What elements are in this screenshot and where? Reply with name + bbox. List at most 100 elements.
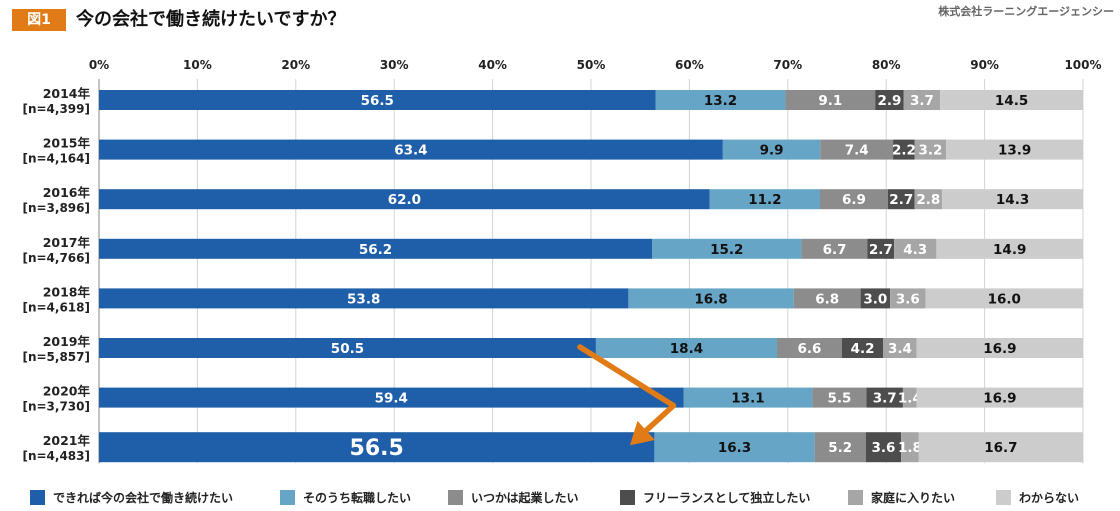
data-label: 6.8 [815, 291, 839, 307]
source-credit: 株式会社ラーニングエージェンシー [938, 5, 1114, 18]
bar-segment [901, 432, 919, 463]
data-label: 13.2 [704, 93, 737, 109]
category-year-label: 2015年 [43, 136, 91, 151]
category-n-label: [n=4,766] [22, 251, 90, 265]
legend-label: いつかは起業したい [471, 490, 579, 505]
bar-segment [99, 338, 596, 358]
category-year-label: 2016年 [43, 185, 91, 200]
x-tick-label: 100% [1064, 58, 1101, 72]
x-tick-label: 90% [970, 58, 999, 72]
category-n-label: [n=5,857] [22, 350, 90, 364]
data-label: 9.9 [760, 143, 784, 159]
data-label: 11.2 [748, 192, 781, 208]
category-year-label: 2019年 [43, 334, 91, 349]
stacked-bar-chart: 0% 10% 20% 30% 40% 50% 60% 70% 80% 90% 100%2014年[n… [22, 58, 1102, 464]
bar-segment [883, 338, 917, 358]
legend-item: そのうち転職したい [280, 487, 411, 507]
data-label: 6.9 [842, 192, 866, 208]
data-label: 1.8 [898, 440, 922, 456]
bar-segment [914, 189, 943, 210]
bar-segment [793, 288, 861, 309]
bar-segment [99, 189, 710, 210]
data-label: 5.5 [827, 391, 851, 407]
legend-item: できれば今の会社で働き続けたい [30, 487, 233, 507]
data-label: 6.6 [797, 341, 821, 357]
bar-segment [628, 288, 794, 309]
bar-segment [875, 90, 904, 110]
legend-item: 家庭に入りたい [848, 487, 955, 507]
legend-label: わからない [1019, 490, 1080, 505]
legend-item: わからない [996, 487, 1079, 507]
legend-label: できれば今の会社で働き続けたい [53, 490, 234, 505]
bar-segment [894, 238, 937, 259]
bar-segment [814, 432, 866, 463]
data-label: 3.7 [873, 391, 897, 407]
data-label: 16.8 [694, 291, 727, 307]
chart-title: 今の会社で働き続けたいですか？ [76, 9, 346, 30]
data-label: 2.7 [889, 192, 913, 208]
legend-label: 家庭に入りたい [871, 490, 956, 505]
category-n-label: [n=4,399] [22, 102, 90, 116]
bar-segment [942, 189, 1083, 210]
bar-segment [595, 338, 777, 358]
data-label: 13.1 [731, 391, 764, 407]
x-tick-label: 10% [183, 58, 212, 72]
data-label: 9.1 [818, 93, 842, 109]
legend-label: フリーランスとして独立したい [643, 490, 811, 505]
data-label: 18.4 [670, 341, 703, 357]
bar-segment [776, 338, 842, 358]
data-label: 50.5 [331, 341, 364, 357]
data-label: 3.0 [863, 291, 887, 307]
data-label: 53.8 [347, 291, 380, 307]
bar-segment [946, 139, 1083, 160]
category-year-label: 2018年 [43, 284, 91, 299]
bar-segment [99, 432, 655, 463]
annotation-arrow [577, 344, 677, 446]
category-n-label: [n=4,483] [22, 449, 90, 463]
category-year-label: 2020年 [43, 384, 91, 399]
category-n-label: [n=4,164] [22, 152, 90, 166]
bar-segment [887, 189, 915, 210]
bar-segment [866, 387, 903, 408]
bar-segment [820, 139, 894, 160]
data-label: 14.5 [995, 93, 1028, 109]
bar-segment [709, 189, 821, 210]
data-label: 62.0 [388, 192, 421, 208]
arrow-head [629, 420, 655, 446]
bar-segment [655, 90, 786, 110]
data-label: 13.9 [998, 143, 1031, 159]
data-label: 2.2 [892, 143, 916, 159]
x-tick-label: 80% [872, 58, 901, 72]
bar-segment [722, 139, 821, 160]
bar-segment [890, 288, 926, 309]
data-label: 3.7 [910, 93, 934, 109]
figure-label-badge: 図1 [12, 9, 66, 31]
x-tick-label: 40% [478, 58, 507, 72]
data-label: 16.9 [983, 341, 1016, 357]
data-label: 3.2 [919, 143, 943, 159]
x-tick-label: 60% [675, 58, 704, 72]
legend-item: いつかは起業したい [448, 487, 579, 507]
category-n-label: [n=4,618] [22, 300, 90, 314]
bar-segment [99, 139, 723, 160]
bar-segment [860, 288, 891, 309]
category-n-label: [n=3,730] [22, 400, 90, 414]
bar-segment [940, 90, 1083, 110]
data-label: 4.3 [903, 242, 927, 258]
category-year-label: 2017年 [43, 235, 91, 250]
bar-segment [99, 238, 653, 259]
data-label: 56.5 [350, 436, 404, 461]
bar-segment [99, 90, 656, 110]
bar-segment [867, 238, 895, 259]
data-label: 2.8 [916, 192, 940, 208]
x-tick-label: 50% [577, 58, 606, 72]
bar-segment [916, 387, 1083, 408]
data-label: 16.0 [988, 291, 1021, 307]
bar-segment [812, 387, 867, 408]
bar-segment [914, 139, 947, 160]
legend-swatch [280, 489, 295, 505]
legend-swatch [848, 489, 863, 505]
x-tick-label: 20% [281, 58, 310, 72]
category-n-label: [n=3,896] [22, 201, 90, 215]
bar-segment [936, 238, 1083, 259]
